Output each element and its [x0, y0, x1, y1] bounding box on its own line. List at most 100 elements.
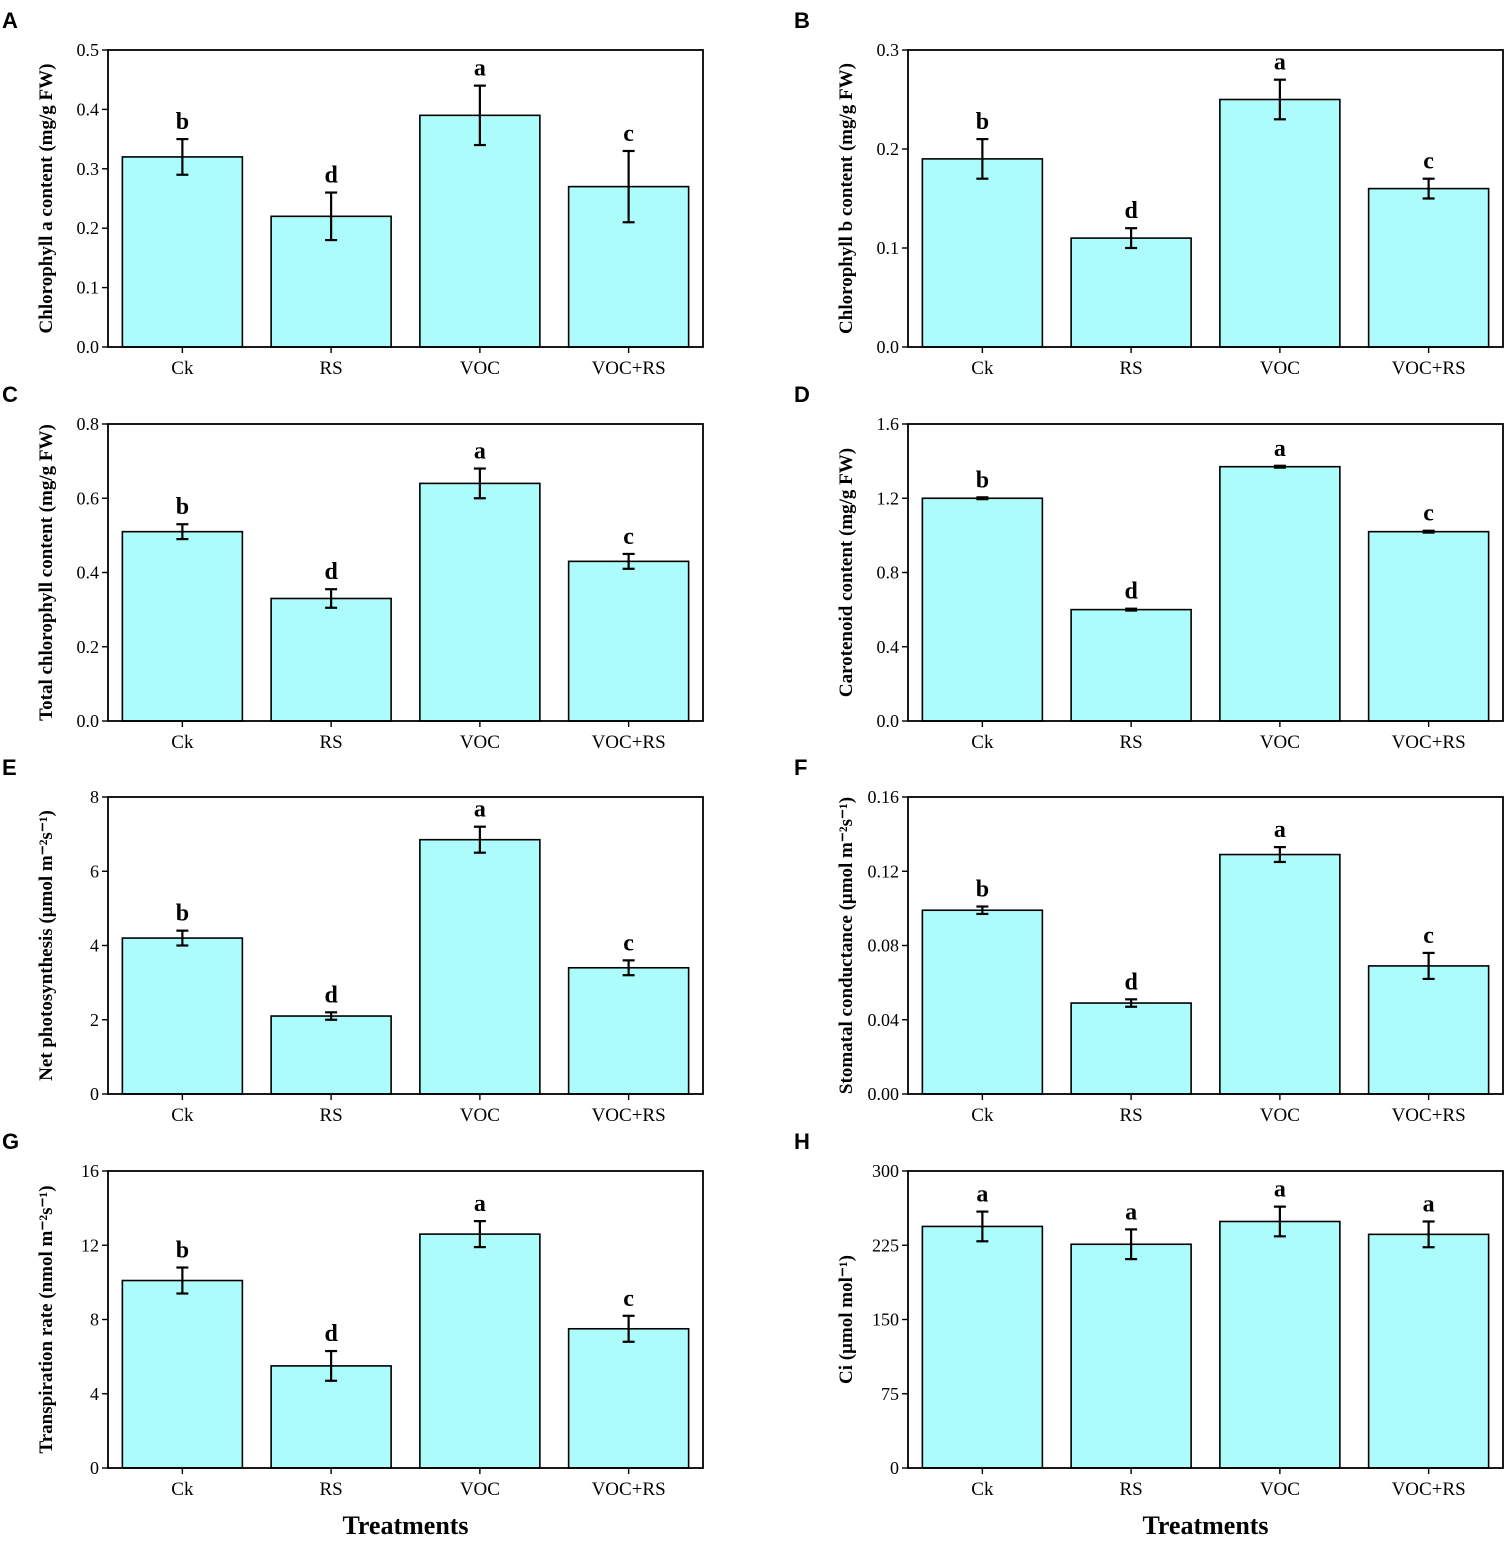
error-bar-c-rs: [325, 588, 338, 609]
x-tick-label-h-1: Ck: [971, 1479, 994, 1500]
y-tick-label-d-3: 0.8: [877, 563, 900, 583]
bar-a-voc: [419, 114, 541, 348]
error-bar-f-voc: [1273, 846, 1286, 864]
error-bar-c-voc: [473, 467, 486, 500]
x-tick-label-f-2: RS: [1120, 1105, 1143, 1126]
error-bar-a-voc: [473, 84, 486, 147]
bar-h-ck: [921, 1225, 1044, 1469]
bar-f-voc: [1219, 853, 1341, 1095]
error-bar-g-voc: [473, 1220, 486, 1249]
significance-letter-g-3: a: [474, 1191, 486, 1217]
error-bar-f-ck: [976, 905, 989, 916]
y-tick-label-e-2: 2: [90, 1010, 99, 1030]
y-axis-label-b: Chlorophyll b content (mg/g FW): [836, 63, 857, 334]
significance-letter-b-4: c: [1423, 149, 1434, 175]
error-bar-g-voc-rs: [622, 1314, 635, 1343]
x-tick-label-d-2: RS: [1120, 732, 1143, 753]
panel-g: Gb Ck d RS a VOC c VOC+RS 0 4 8 12 16 Transpiration r…: [2, 1129, 704, 1540]
error-bar-h-voc-rs: [1422, 1220, 1435, 1249]
x-axis-title-h: Treatments: [1142, 1511, 1268, 1540]
y-tick-label-c-1: 0.0: [77, 711, 100, 731]
bar-e-voc-rs: [567, 966, 690, 1095]
error-bar-b-voc: [1273, 78, 1286, 121]
significance-letter-e-4: c: [623, 930, 634, 956]
x-tick-label-a-1: Ck: [171, 358, 194, 379]
bar-h-voc-rs: [1367, 1233, 1490, 1469]
y-tick-label-b-2: 0.1: [877, 238, 900, 258]
y-tick-label-h-1: 0: [890, 1458, 899, 1478]
y-tick-label-e-5: 8: [90, 787, 99, 807]
error-bar-d-voc-rs: [1422, 529, 1435, 534]
error-bar-e-rs: [325, 1011, 338, 1021]
significance-letter-a-3: a: [474, 56, 486, 82]
bar-g-rs: [270, 1365, 392, 1469]
x-tick-label-h-2: RS: [1120, 1479, 1143, 1500]
bar-g-voc: [419, 1233, 541, 1469]
error-bar-f-voc-rs: [1422, 951, 1435, 981]
error-bar-c-voc-rs: [622, 552, 635, 570]
x-tick-label-c-1: Ck: [171, 732, 194, 753]
bar-b-voc-rs: [1367, 187, 1490, 348]
x-tick-label-g-4: VOC+RS: [592, 1479, 666, 1500]
x-tick-label-e-3: VOC: [460, 1105, 500, 1126]
error-bar-f-rs: [1125, 998, 1138, 1008]
panel-b: Bb Ck d RS a VOC c VOC+RS 0.0 0.1 0.2 0.3 Chlorophyl…: [794, 8, 1504, 379]
significance-letter-d-2: d: [1124, 579, 1138, 605]
bar-c-rs: [270, 597, 392, 722]
error-bar-d-ck: [976, 496, 989, 501]
y-axis-label-f: Stomatal conductance (μmol m⁻²s⁻¹): [836, 797, 857, 1094]
y-tick-label-h-5: 300: [872, 1161, 899, 1181]
significance-letter-a-2: d: [324, 163, 338, 189]
significance-letter-h-1: a: [976, 1182, 988, 1208]
panel-e: Eb Ck d RS a VOC c VOC+RS 0 2 4 6 8 Net photosynthesi…: [2, 755, 704, 1126]
y-tick-label-c-5: 0.8: [77, 414, 100, 434]
y-tick-label-b-3: 0.2: [877, 139, 900, 159]
bar-a-ck: [121, 156, 244, 348]
y-tick-label-f-5: 0.16: [868, 787, 900, 807]
panel-d: Db Ck d RS a VOC c VOC+RS 0.0 0.4 0.8 1.2 1.6 Caroten…: [794, 382, 1504, 753]
y-tick-label-f-4: 0.12: [868, 861, 900, 881]
y-tick-label-b-1: 0.0: [877, 337, 900, 357]
y-tick-label-h-2: 75: [881, 1384, 899, 1404]
error-bar-g-rs: [325, 1349, 338, 1382]
x-tick-label-b-1: Ck: [971, 358, 994, 379]
x-tick-label-f-4: VOC+RS: [1392, 1105, 1466, 1126]
significance-letter-d-1: b: [976, 467, 989, 493]
y-axis-label-h: Ci (μmol mol⁻¹): [836, 1255, 857, 1384]
bar-e-ck: [121, 937, 244, 1095]
bar-c-voc: [419, 482, 541, 722]
bar-e-rs: [270, 1015, 392, 1095]
x-tick-label-a-3: VOC: [460, 358, 500, 379]
error-bar-b-voc-rs: [1422, 177, 1435, 200]
x-tick-label-g-1: Ck: [171, 1479, 194, 1500]
x-tick-label-b-2: RS: [1120, 358, 1143, 379]
error-bar-h-rs: [1125, 1228, 1138, 1261]
significance-letter-e-3: a: [474, 797, 486, 823]
error-bar-h-ck: [976, 1210, 989, 1243]
significance-letter-d-3: a: [1274, 436, 1286, 462]
panel-letter-d: D: [794, 382, 810, 407]
y-tick-label-b-4: 0.3: [877, 40, 900, 60]
bar-b-ck: [921, 158, 1044, 348]
y-tick-label-d-2: 0.4: [877, 637, 900, 657]
panel-letter-a: A: [2, 8, 18, 33]
panel-c: Cb Ck d RS a VOC c VOC+RS 0.0 0.2 0.4 0.6 0.8 Total c…: [2, 382, 704, 753]
x-tick-label-d-1: Ck: [971, 732, 994, 753]
y-axis-label-a: Chlorophyll a content (mg/g FW): [36, 64, 57, 334]
y-tick-label-a-2: 0.1: [77, 278, 100, 298]
significance-letter-g-4: c: [623, 1286, 634, 1312]
error-bar-b-ck: [976, 138, 989, 180]
x-tick-label-c-3: VOC: [460, 732, 500, 753]
y-tick-label-a-1: 0.0: [77, 337, 100, 357]
significance-letter-h-2: a: [1125, 1199, 1137, 1225]
significance-letter-b-1: b: [976, 109, 989, 135]
bar-c-ck: [121, 530, 244, 722]
error-bar-a-ck: [176, 138, 189, 176]
y-tick-label-c-3: 0.4: [77, 563, 100, 583]
panel-letter-g: G: [2, 1129, 19, 1154]
y-tick-label-c-4: 0.6: [77, 488, 100, 508]
error-bar-e-ck: [176, 929, 189, 947]
bar-d-rs: [1070, 608, 1192, 722]
plot-frame-a: [107, 49, 704, 348]
